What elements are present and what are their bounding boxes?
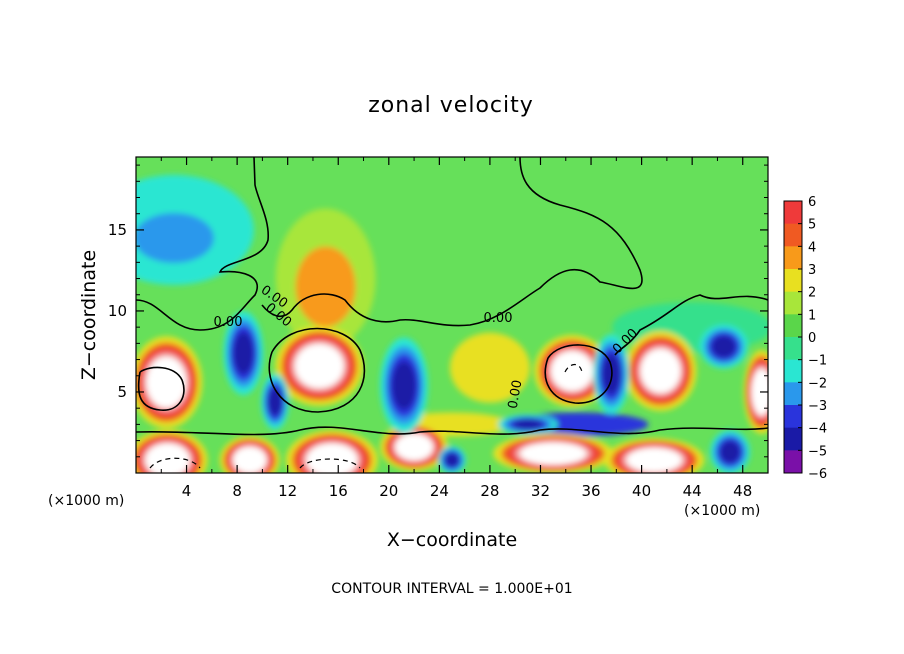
negative-cell [391, 361, 416, 410]
colorbar-label: 2 [808, 286, 816, 301]
x-tick-label: 12 [278, 482, 297, 500]
negative-cell [720, 440, 741, 463]
x-tick-label: 44 [683, 482, 702, 500]
x-unit-right: (×1000 m) [684, 503, 760, 519]
positive-cell [306, 443, 358, 473]
positive-cell [640, 348, 681, 393]
contour-east-cell [544, 344, 613, 404]
y-axis: 5 10 15 [108, 164, 768, 458]
colorbar-label: −6 [808, 467, 827, 482]
colorbar-label: −3 [808, 399, 827, 414]
contour-label: 0.00 [214, 315, 243, 330]
x-tick-label: 16 [329, 482, 348, 500]
negative-cell [233, 332, 254, 375]
x-tick-label: 36 [581, 482, 600, 500]
colorbar-swatch [784, 291, 802, 315]
colorbar: 6 5 4 3 2 1 0 −1 −2 −3 −4 −5 −6 [783, 195, 827, 482]
colorbar-swatch [784, 405, 802, 429]
contour-upper [136, 157, 643, 331]
negative-cell [445, 453, 459, 468]
x-tick-label: 20 [379, 482, 398, 500]
x-tick-label: 28 [480, 482, 499, 500]
contour-left-cell [137, 366, 185, 411]
x-tick-label: 24 [430, 482, 449, 500]
x-axis-label: X−coordinate [387, 529, 517, 551]
colorbar-label: −5 [808, 444, 827, 459]
positive-cell [395, 433, 433, 461]
chart-title: zonal velocity [368, 93, 534, 118]
negative-cell [602, 354, 621, 395]
positive-cell [145, 443, 190, 473]
positive-cell [551, 351, 593, 391]
colorbar-label: −1 [808, 354, 827, 369]
field-tint [295, 246, 356, 327]
field-tint [449, 332, 530, 403]
colorbar-label: −2 [808, 376, 827, 391]
contour-interval-note: CONTOUR INTERVAL = 1.000E+01 [331, 581, 572, 597]
negative-cell [711, 335, 736, 358]
y-tick-label: 10 [108, 302, 127, 320]
colorbar-swatch [784, 314, 802, 338]
contour-band [136, 426, 768, 436]
plot-frame [135, 156, 769, 474]
colorbar-swatch [784, 359, 802, 383]
y-tick-label: 15 [108, 221, 127, 239]
colorbar-label: −4 [808, 422, 827, 437]
contour-label: 0.00 [506, 379, 526, 410]
y-axis-label: Z−coordinate [78, 250, 100, 380]
x-tick-label: 4 [182, 482, 192, 500]
colorbar-swatch [784, 450, 802, 474]
colorbar-swatch [784, 427, 802, 451]
colorbar-swatch [784, 382, 802, 406]
contour-label: 0.00 [484, 311, 513, 326]
colorbar-label: 0 [808, 331, 816, 346]
positive-cell [751, 368, 768, 416]
zero-contours [136, 157, 768, 469]
x-tick-label: 40 [632, 482, 651, 500]
x-tick-label: 48 [733, 482, 752, 500]
colorbar-label: 1 [808, 308, 816, 323]
colorbar-swatch [784, 337, 802, 361]
positive-cell [520, 442, 587, 465]
colorbar-label: 6 [808, 195, 816, 210]
contour-mid-cell [268, 327, 366, 413]
x-axis: 4 8 12 16 20 24 28 32 36 40 44 48 [160, 157, 752, 500]
contour-dashed [149, 363, 583, 469]
positive-cell [233, 446, 267, 473]
positive-cell [626, 447, 682, 473]
colorbar-swatch [784, 201, 802, 225]
y-tick-label: 5 [117, 383, 127, 401]
colorbar-label: 5 [808, 218, 816, 233]
positive-cell [146, 356, 187, 408]
colorbar-swatch [784, 269, 802, 293]
plot-area [136, 157, 768, 473]
velocity-field [136, 174, 768, 473]
x-tick-label: 32 [531, 482, 550, 500]
colorbar-label: 3 [808, 263, 816, 278]
colorbar-swatch [784, 223, 802, 247]
negative-cell [512, 419, 543, 430]
field-tint [136, 213, 214, 264]
colorbar-swatch [784, 246, 802, 270]
positive-cell [295, 344, 344, 389]
negative-cell [268, 387, 283, 416]
contour-right [614, 294, 768, 356]
x-unit-left: (×1000 m) [48, 493, 124, 509]
colorbar-label: 4 [808, 240, 816, 255]
x-tick-label: 8 [232, 482, 242, 500]
